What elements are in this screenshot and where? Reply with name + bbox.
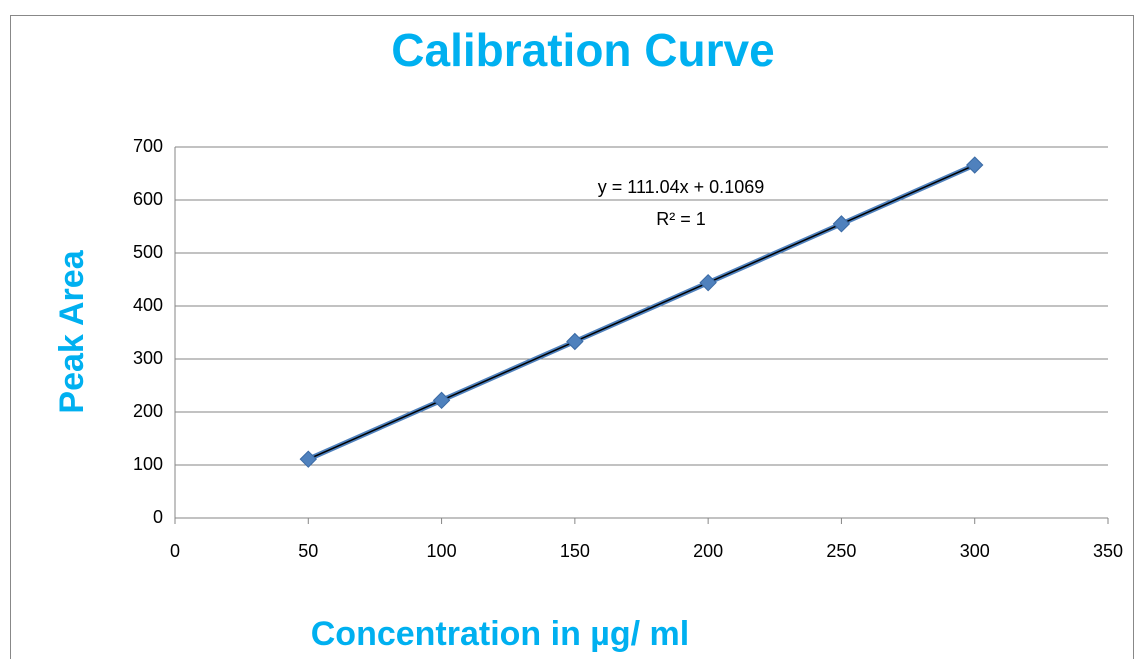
r-squared: R² = 1	[656, 209, 706, 229]
chart-title: Calibration Curve	[391, 24, 774, 76]
y-tick-label: 100	[133, 454, 163, 474]
y-tick-label: 700	[133, 136, 163, 156]
x-tick-label: 350	[1093, 541, 1123, 561]
chart-frame	[10, 15, 1134, 659]
y-tick-label: 400	[133, 295, 163, 315]
data-point	[699, 273, 717, 292]
x-tick-label: 250	[826, 541, 856, 561]
y-axis-title: Peak Area	[53, 249, 91, 413]
y-tick-label: 500	[133, 242, 163, 262]
x-tick-label: 150	[560, 541, 590, 561]
y-tick-label: 0	[153, 507, 163, 527]
trendline	[307, 164, 976, 460]
data-point	[432, 391, 451, 410]
y-tick-label: 200	[133, 401, 163, 421]
x-tick-label: 50	[298, 541, 318, 561]
y-tick-label: 300	[133, 348, 163, 368]
y-tick-label: 600	[133, 189, 163, 209]
x-axis-title: Concentration in µg/ ml	[311, 615, 689, 653]
data-point	[966, 156, 984, 174]
x-tick-label: 200	[693, 541, 723, 561]
x-tick-label: 100	[427, 541, 457, 561]
data-point	[299, 450, 317, 468]
x-tick-label: 0	[170, 541, 180, 561]
trendline-equation: y = 111.04x + 0.1069	[598, 177, 764, 197]
data-point	[832, 215, 851, 233]
data-point	[566, 332, 584, 351]
x-tick-label: 300	[960, 541, 990, 561]
